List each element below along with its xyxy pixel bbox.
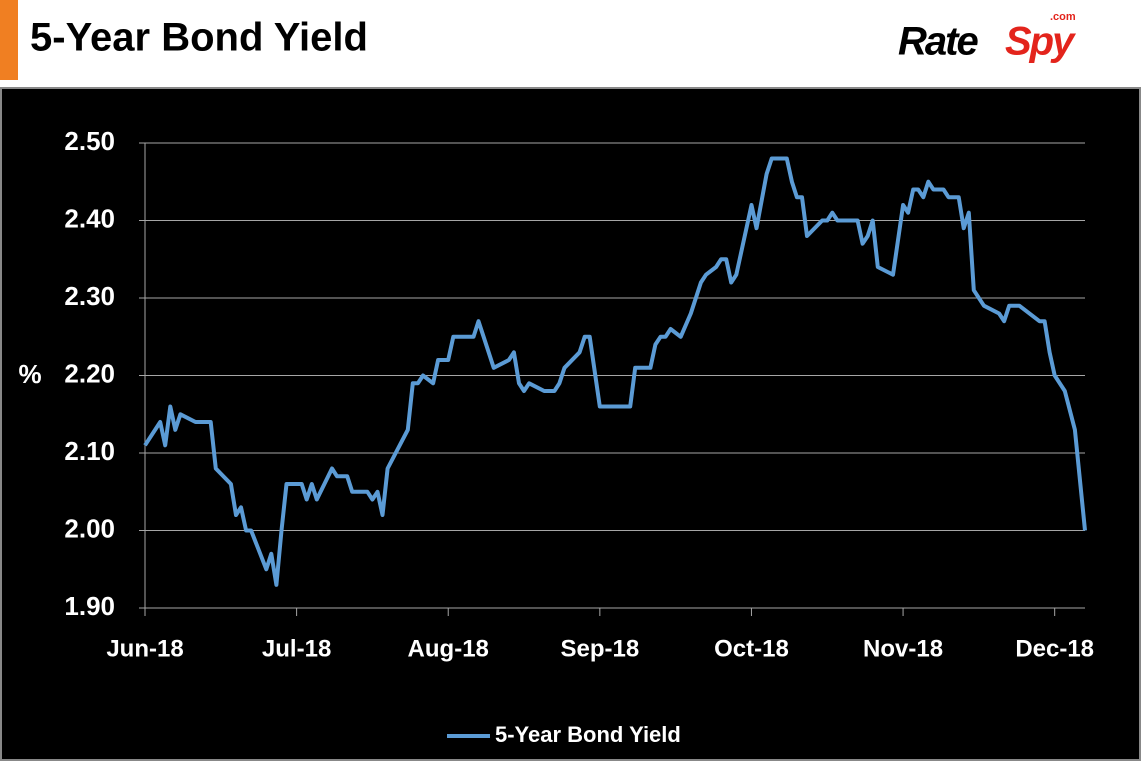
y-axis-label: % bbox=[18, 359, 41, 389]
logo-right: Spy bbox=[1005, 20, 1076, 64]
logo-left: Rate bbox=[898, 20, 978, 64]
y-tick-label: 2.00 bbox=[64, 513, 115, 543]
y-tick-label: 2.10 bbox=[64, 436, 115, 466]
logo-domain: .com bbox=[1050, 11, 1076, 23]
y-tick-label: 2.30 bbox=[64, 281, 115, 311]
header-accent bbox=[0, 0, 18, 80]
x-tick-label: Dec-18 bbox=[1015, 635, 1094, 662]
header-bg bbox=[0, 0, 1141, 86]
y-tick-label: 2.50 bbox=[64, 126, 115, 156]
chart-title: 5-Year Bond Yield bbox=[30, 16, 368, 60]
x-tick-label: Oct-18 bbox=[714, 635, 789, 662]
legend-label: 5-Year Bond Yield bbox=[495, 722, 681, 747]
x-tick-label: Sep-18 bbox=[560, 635, 639, 662]
chart-area bbox=[0, 87, 1141, 761]
y-tick-label: 1.90 bbox=[64, 591, 115, 621]
y-tick-label: 2.20 bbox=[64, 358, 115, 388]
data-line bbox=[143, 156, 1087, 587]
x-tick-label: Nov-18 bbox=[863, 635, 943, 662]
x-tick-label: Jun-18 bbox=[106, 635, 183, 662]
x-tick-label: Aug-18 bbox=[408, 635, 489, 662]
x-tick-label: Jul-18 bbox=[262, 635, 331, 662]
y-tick-label: 2.40 bbox=[64, 203, 115, 233]
